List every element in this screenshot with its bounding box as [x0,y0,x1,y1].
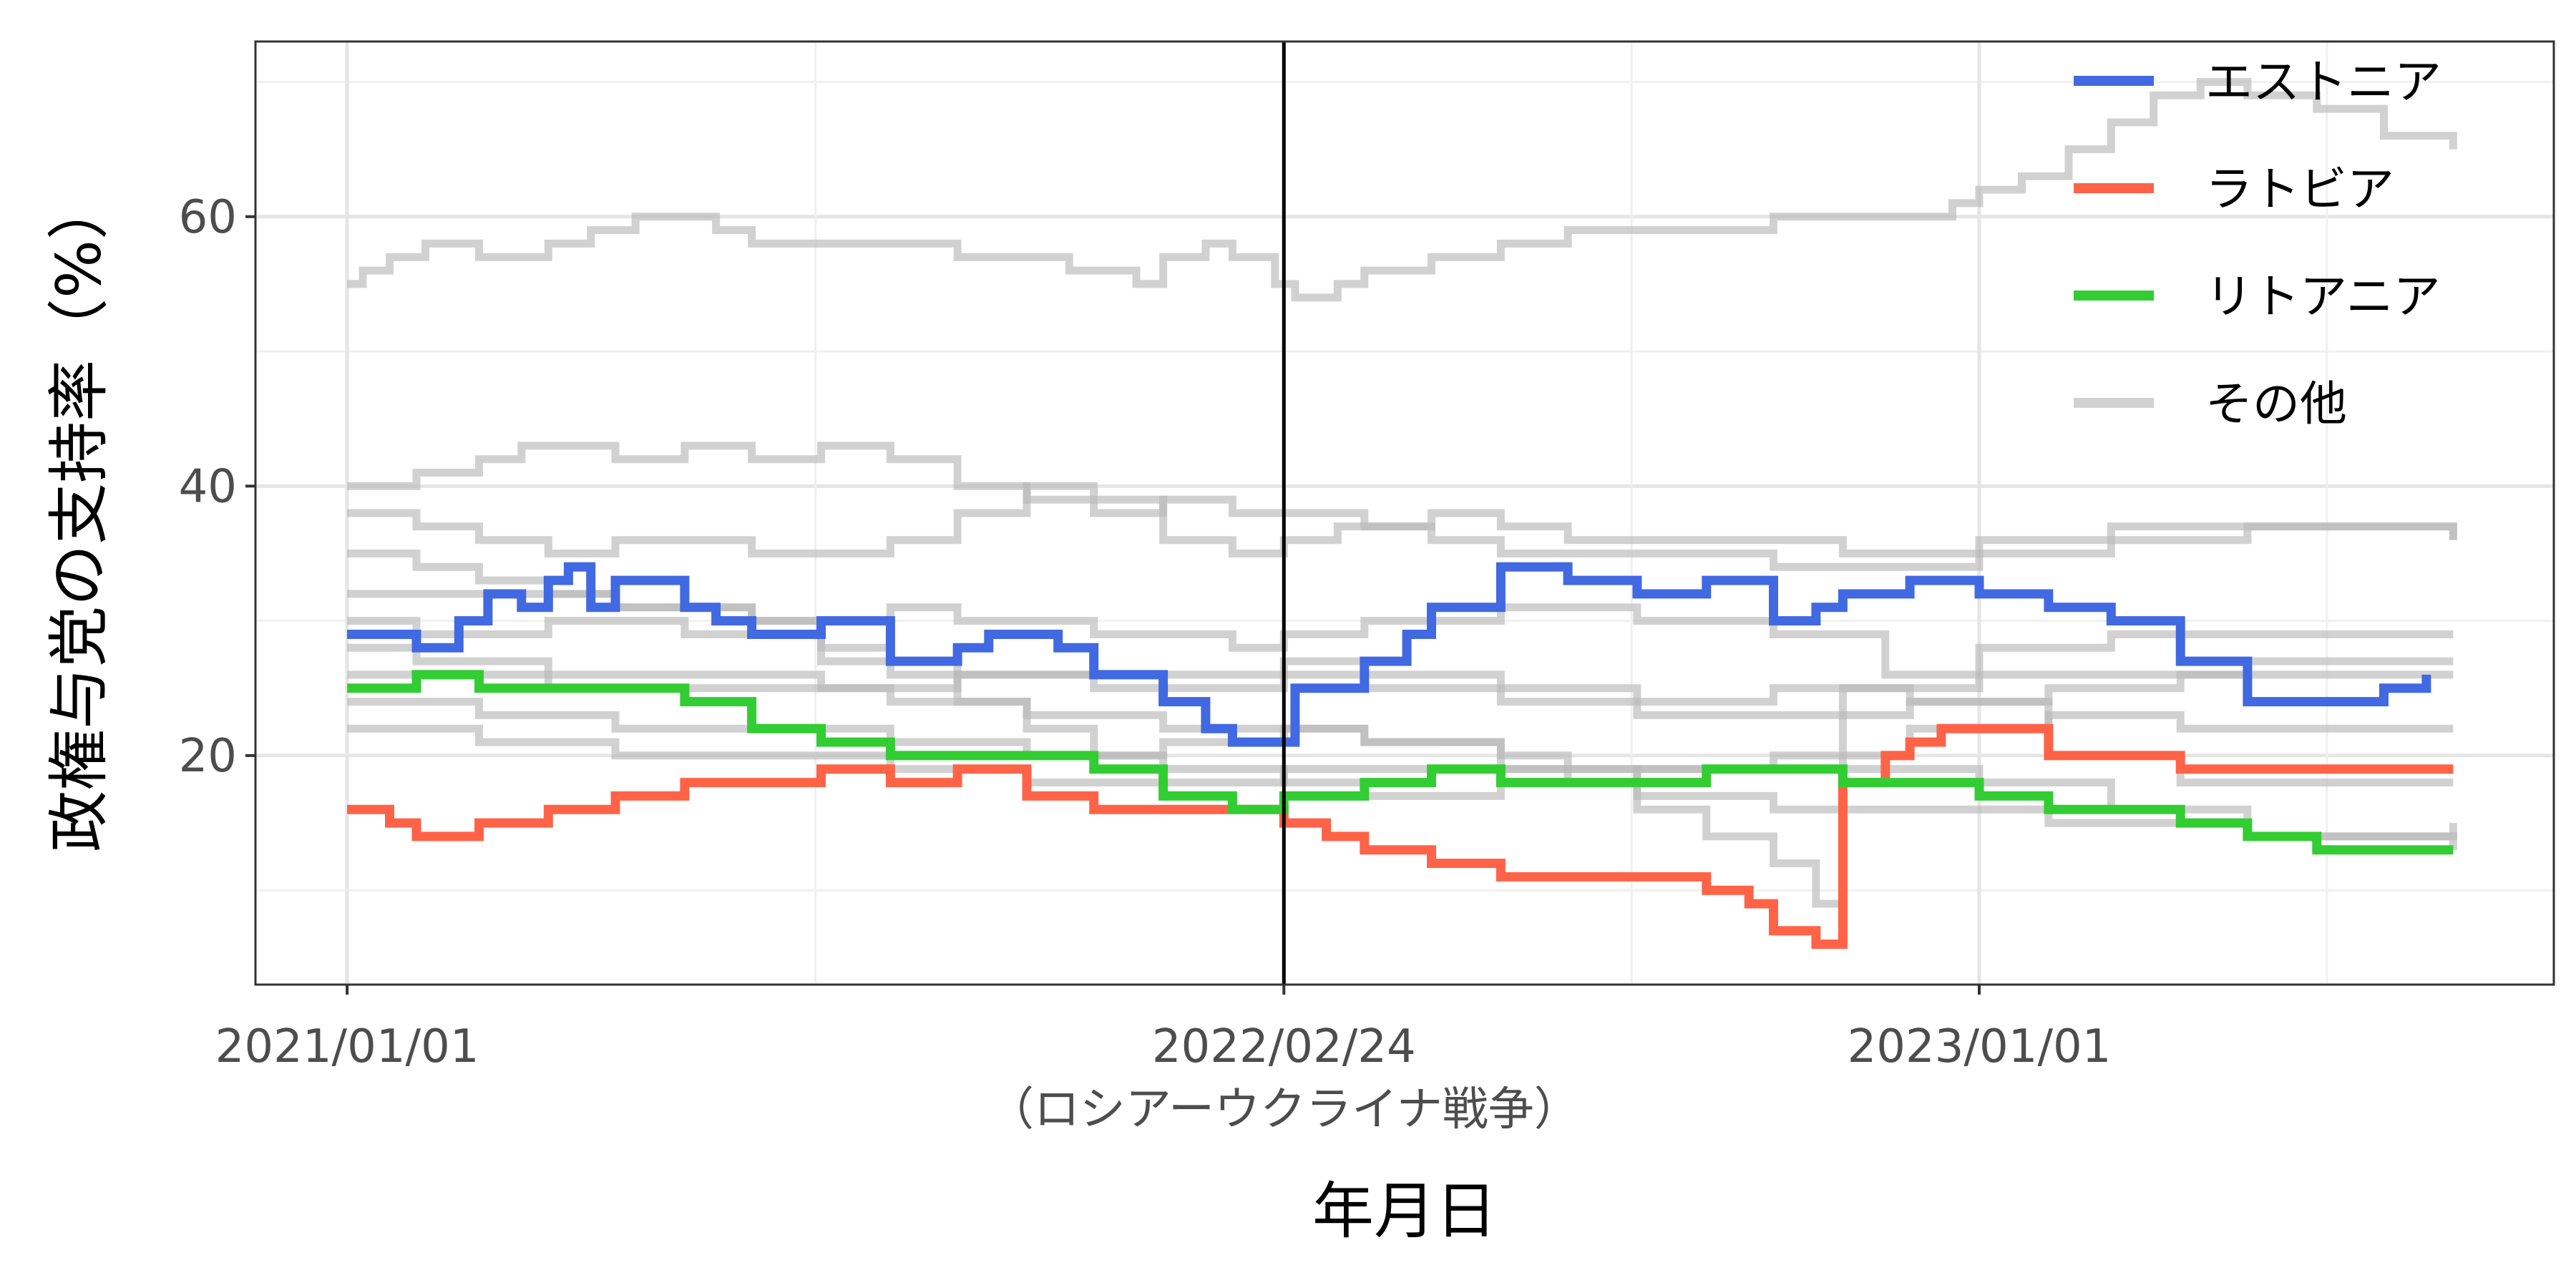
panel-background [255,42,2554,985]
panel-border [254,40,2555,986]
legend-label-1: ラトビア [2205,162,2394,217]
x-axis-title: 年月日 [1312,1176,1497,1247]
x-axis: 2021/01/01 2022/02/24 （ロシアーウクライナ戦争） 2023/01… [215,985,2112,1136]
y-axis-title: 政権与党の支持率（%） [44,178,115,852]
x-tick-label: 2022/02/24 [1152,1020,1416,1073]
x-tick-label: 2021/01/01 [215,1020,479,1073]
legend-label-2: リトアニア [2205,269,2441,324]
y-axis: 20 40 60 [179,191,255,783]
y-tick-label: 60 [179,191,237,244]
series-line-0 [347,78,2457,302]
y-tick-label: 40 [179,460,237,513]
x-tick-label: 2023/01/01 [1848,1020,2112,1073]
x-tick-sublabel: （ロシアーウクライナ戦争） [988,1083,1580,1136]
series-line-2 [347,482,2457,571]
series-line-6 [347,684,2454,908]
y-tick-label: 20 [179,730,237,783]
series-line-1 [347,441,2457,557]
legend-label-0: エストニア [2205,54,2441,109]
series-line-11 [347,723,2454,949]
legend-label-3: その他 [2205,376,2347,431]
series-line-10 [347,562,2431,747]
series-line-7 [347,670,2457,841]
